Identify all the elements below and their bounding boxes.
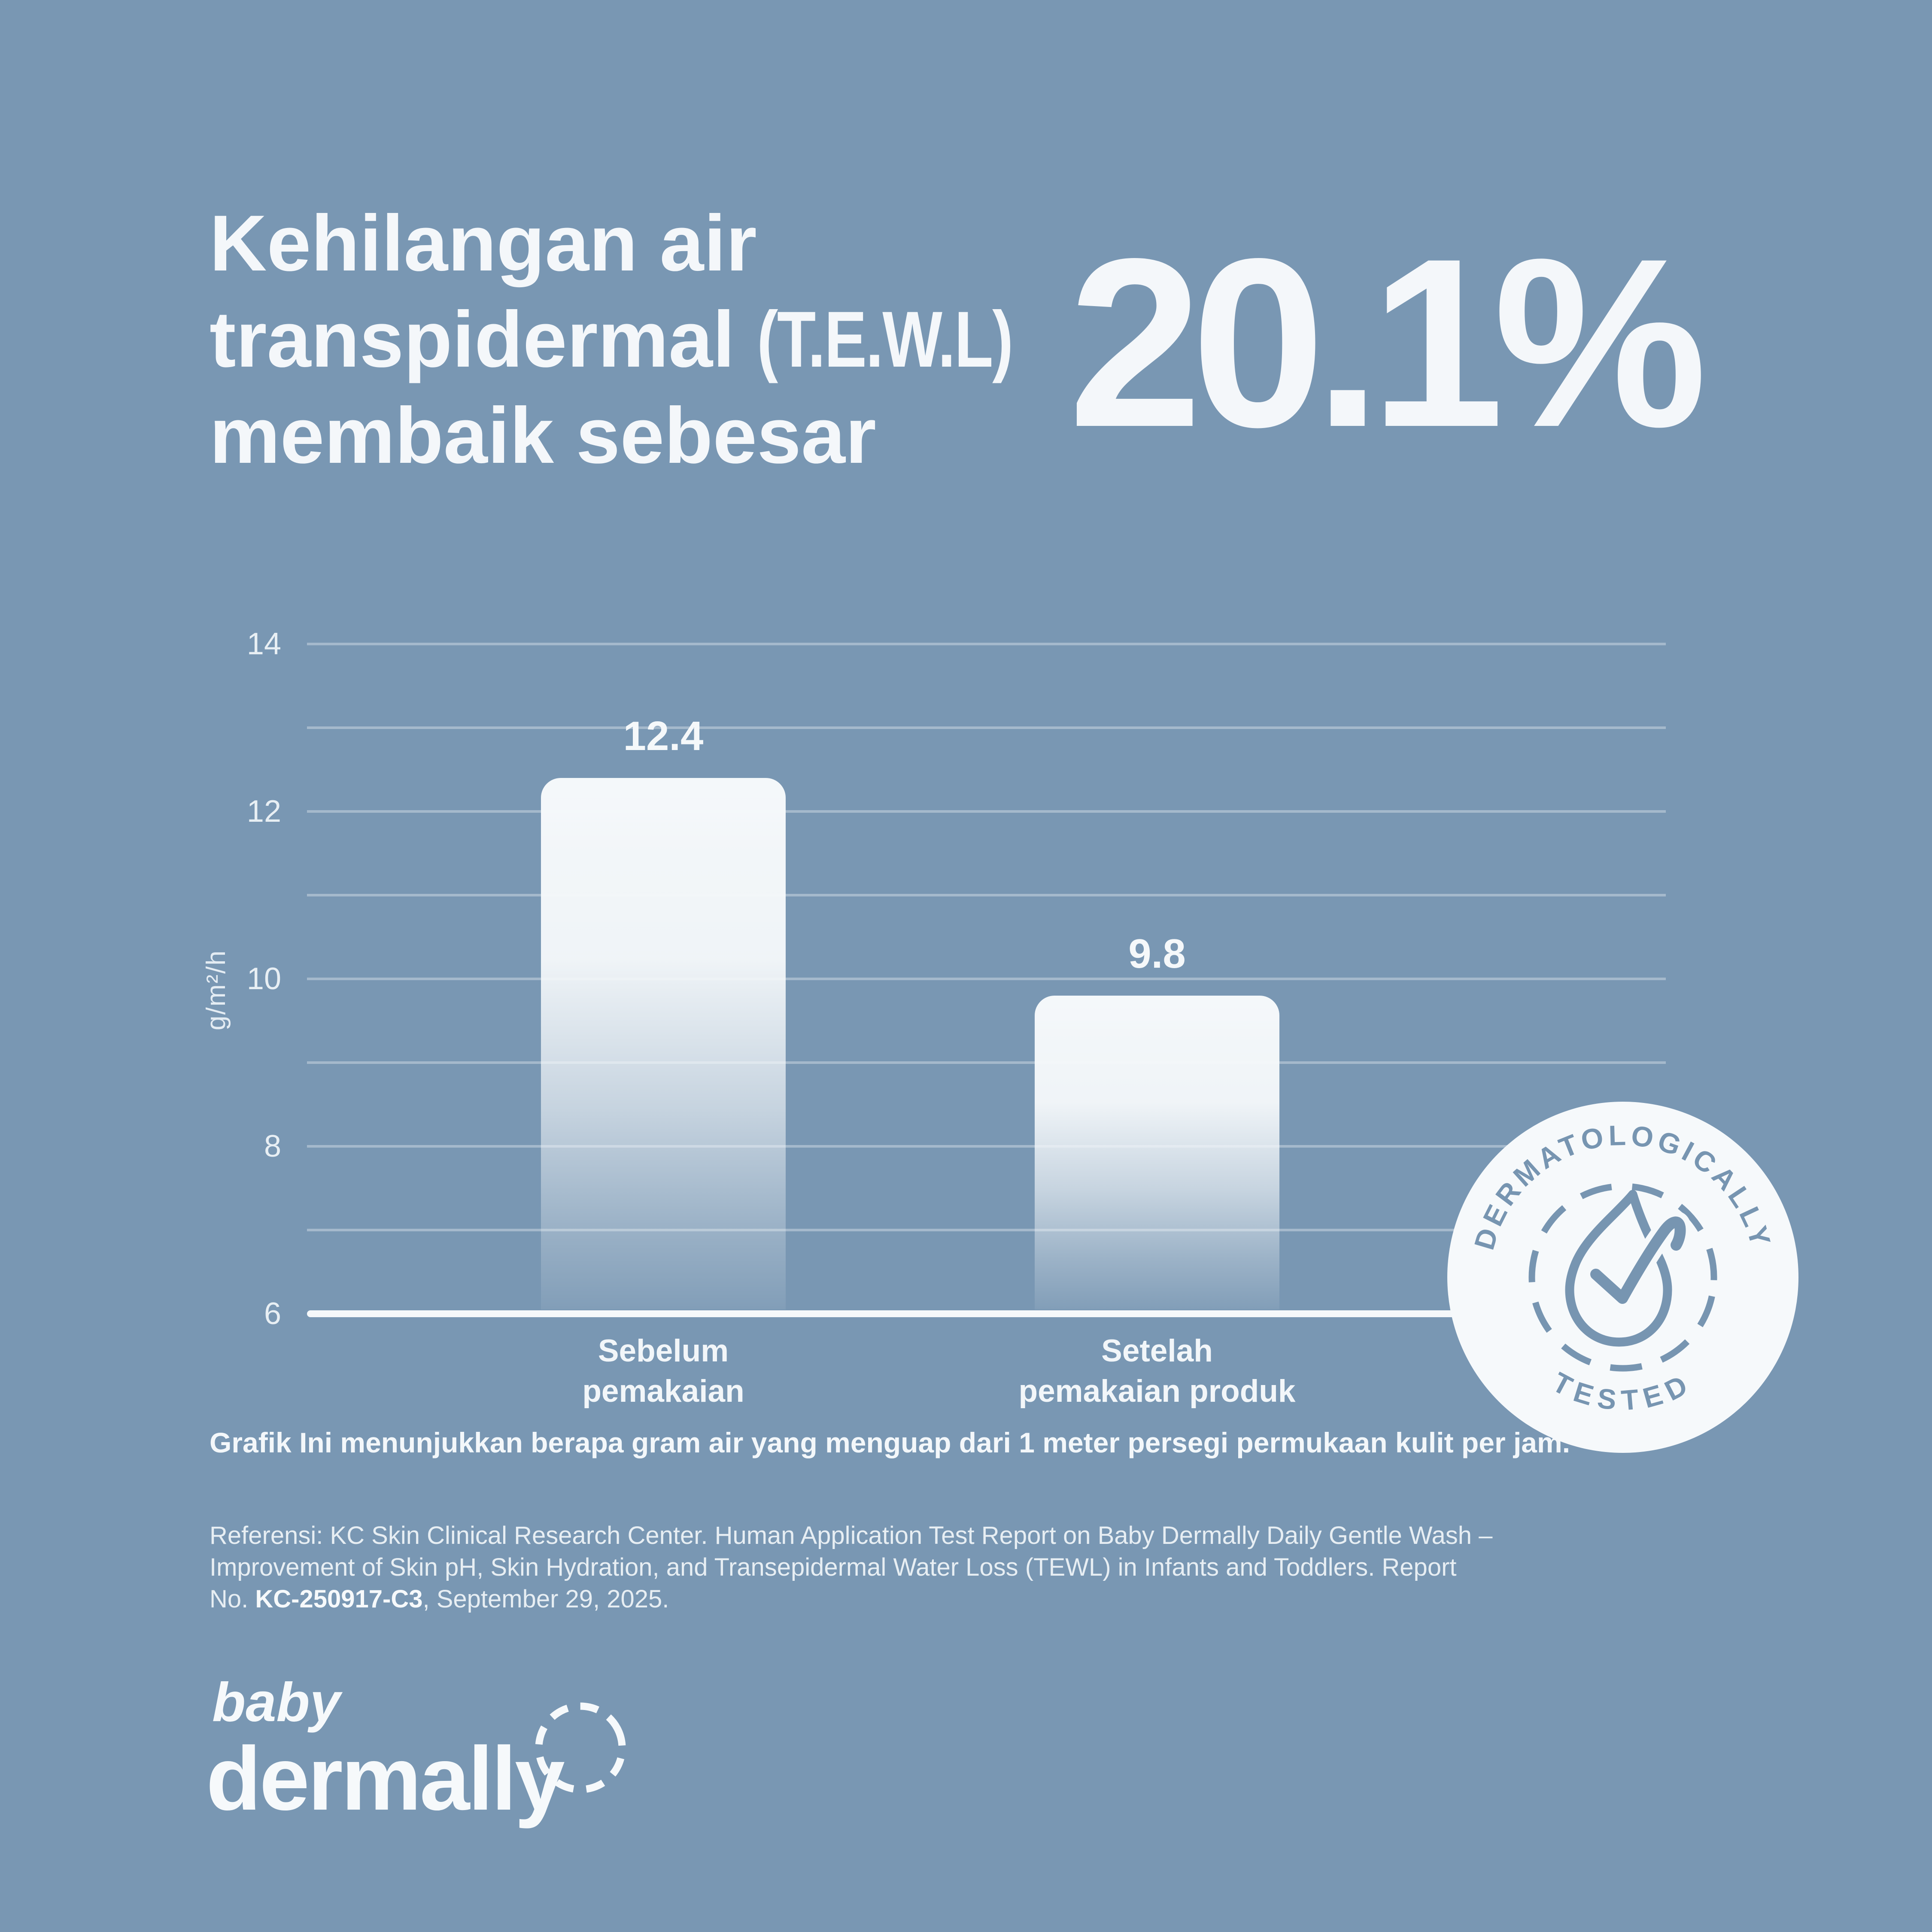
title-line-1: Kehilangan air (210, 199, 757, 288)
gridline (307, 1061, 1666, 1064)
gridline (307, 726, 1666, 729)
reference-report-number: KC-250917-C3 (255, 1585, 423, 1613)
x-category-label-after-line2: pemakaian produk (1018, 1374, 1296, 1409)
title-tewl-abbreviation: (T.E.W.L) (756, 295, 1013, 384)
x-category-label-after: Setelah pemakaian produk (899, 1331, 1415, 1412)
x-category-label-after-line1: Setelah (1101, 1334, 1213, 1368)
y-tick-label-12: 12 (246, 794, 281, 829)
bar-sebelum-pemakaian (541, 778, 786, 1309)
gridline (307, 1145, 1666, 1148)
y-tick-label-14: 14 (246, 627, 281, 661)
y-tick-label-8: 8 (264, 1129, 281, 1163)
x-category-label-before-line1: Sebelum (598, 1334, 729, 1368)
page-title: Kehilangan air transpidermal (T.E.W.L) m… (210, 195, 1076, 484)
bar-value-label-after: 9.8 (1128, 931, 1186, 977)
dermatologically-tested-badge: DERMATOLOGICALLY TESTED (1447, 1102, 1798, 1453)
chart-caption: Grafik Ini menunjukkan berapa gram air y… (210, 1427, 1571, 1458)
reference-line-2: Improvement of Skin pH, Skin Hydration, … (210, 1553, 1457, 1581)
reference-line-1: Referensi: KC Skin Clinical Research Cen… (210, 1522, 1493, 1549)
badge-dashed-circle (1528, 1183, 1717, 1372)
reference-line-3-prefix: No. (210, 1585, 255, 1613)
logo-dashed-circle-icon (535, 1702, 626, 1793)
plot-area: 12.4 9.8 Sebelum pemakaian Setelah pemak… (307, 643, 1666, 1409)
gridline (307, 643, 1666, 645)
bar-setelah-pemakaian-produk (1035, 996, 1279, 1309)
title-line-2: transpidermal (T.E.W.L) (210, 292, 1076, 388)
reference-text: Referensi: KC Skin Clinical Research Cen… (210, 1520, 1492, 1615)
highlight-percentage: 20.1% (1068, 208, 1707, 477)
x-category-label-before-line2: pemakaian (582, 1374, 744, 1409)
gridline (307, 978, 1666, 980)
y-tick-label-10: 10 (246, 962, 281, 996)
reference-line-3: No. KC-250917-C3, September 29, 2025. (210, 1583, 1492, 1615)
title-line-2-text: transpidermal (210, 295, 757, 384)
logo-baby: baby (212, 1672, 340, 1733)
gridline (307, 810, 1666, 813)
bar-value-label-before: 12.4 (623, 713, 704, 759)
gridline (307, 1229, 1666, 1231)
x-category-label-before: Sebelum pemakaian (406, 1331, 921, 1412)
reference-line-3-suffix: , September 29, 2025. (422, 1585, 669, 1613)
gridline (307, 894, 1666, 896)
title-line-3: membaik sebesar (210, 392, 876, 480)
y-tick-label-6: 6 (264, 1297, 281, 1331)
water-drop-check-icon (1565, 1190, 1692, 1347)
logo-dermally: dermally (206, 1728, 565, 1829)
x-axis-baseline (307, 1310, 1666, 1317)
